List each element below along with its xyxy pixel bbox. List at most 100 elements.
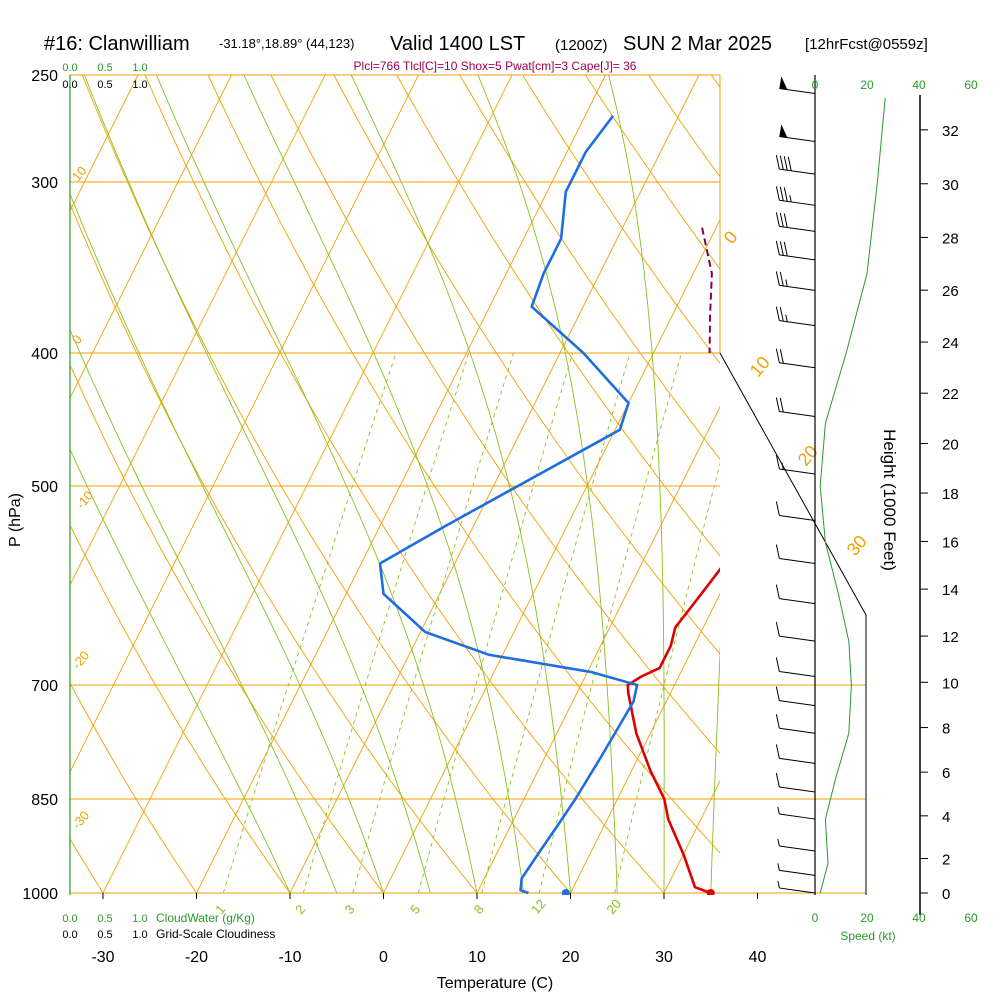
wind-barb bbox=[775, 744, 816, 764]
height-tick-label: 10 bbox=[942, 675, 959, 692]
mixing-ratio-line bbox=[352, 352, 514, 894]
wind-barb-flag bbox=[775, 306, 780, 321]
wind-barb bbox=[775, 212, 816, 232]
wind-barb-flag bbox=[775, 544, 780, 559]
wind-barb bbox=[777, 838, 816, 852]
wind-barb-flag bbox=[779, 271, 784, 287]
moist-adiabat-line bbox=[70, 192, 384, 894]
height-tick-label: 4 bbox=[942, 809, 950, 826]
temperature-tick-label: 40 bbox=[749, 949, 767, 966]
dewpoint-surface-point bbox=[561, 889, 570, 895]
wind-barb-halfflag bbox=[777, 838, 780, 847]
isotherm-line bbox=[70, 75, 139, 213]
wind-barb-flag bbox=[775, 348, 780, 363]
cloudwater-tick-top: 0.0 bbox=[62, 62, 77, 74]
wind-barb-staff bbox=[779, 670, 816, 677]
cloudwater-tick-top: 1.0 bbox=[132, 62, 147, 74]
dry-adiabat-line bbox=[81, 75, 571, 894]
title-station: #16: Clanwilliam bbox=[44, 33, 190, 55]
dry-adiabat-label: 0 bbox=[720, 227, 742, 248]
mixing-ratio-line bbox=[614, 462, 720, 894]
wind-barb-flag bbox=[775, 686, 780, 701]
cloudiness-tick-bottom: 0.0 bbox=[62, 929, 77, 941]
height-tick-label: 8 bbox=[942, 721, 950, 738]
isotherm-line bbox=[383, 218, 720, 894]
wind-barb bbox=[775, 544, 816, 564]
pressure-tick-label: 850 bbox=[31, 792, 58, 809]
height-tick-label: 28 bbox=[942, 230, 959, 247]
mixing-ratio-label: 5 bbox=[407, 902, 423, 917]
isotherm-line bbox=[196, 75, 606, 894]
wind-barb-halfflag bbox=[785, 314, 788, 322]
temperature-tick-label: 10 bbox=[468, 949, 486, 966]
dry-adiabat-label: 30 bbox=[843, 531, 871, 559]
wind-barb-staff bbox=[779, 757, 816, 764]
mixing-ratio-label: 12 bbox=[528, 896, 549, 917]
height-tick-label: 12 bbox=[942, 629, 959, 646]
parcel-line bbox=[701, 227, 713, 354]
dry-adiabat-line bbox=[70, 363, 384, 894]
height-tick-label: 26 bbox=[942, 283, 959, 300]
wind-barb bbox=[779, 124, 816, 143]
moist-adiabat-line bbox=[70, 328, 338, 894]
pressure-tick-label: 250 bbox=[31, 68, 58, 85]
height-tick-label: 16 bbox=[942, 534, 959, 551]
wind-barb-staff bbox=[779, 199, 816, 206]
wind-barb-staff bbox=[779, 635, 816, 642]
moist-adiabat-line bbox=[243, 75, 525, 894]
wind-barb-pennant bbox=[779, 124, 788, 138]
height-tick-label: 18 bbox=[942, 486, 959, 503]
speed-tick-top: 20 bbox=[860, 78, 874, 92]
height-tick-label: 30 bbox=[942, 177, 959, 194]
cloudwater-tick-top: 0.5 bbox=[97, 62, 112, 74]
dry-adiabat-label: -20 bbox=[69, 648, 93, 672]
wind-barb-staff bbox=[779, 845, 816, 852]
wind-barb-staff bbox=[779, 598, 816, 605]
dry-adiabat-label: 0 bbox=[69, 332, 85, 347]
mixing-ratio-label: 3 bbox=[342, 902, 358, 917]
wind-barb-staff bbox=[779, 700, 816, 707]
wind-barb-flag bbox=[775, 212, 780, 227]
cloudwater-tick-bottom: 1.0 bbox=[132, 913, 147, 925]
temperature-line bbox=[626, 567, 720, 895]
dry-adiabat-line bbox=[459, 75, 720, 460]
pressure-tick-label: 500 bbox=[31, 479, 58, 496]
wind-barb bbox=[777, 863, 816, 876]
wind-barb bbox=[775, 271, 816, 291]
dry-adiabat-line bbox=[207, 75, 720, 854]
wind-barb bbox=[775, 714, 816, 734]
wind-barb-staff bbox=[779, 786, 816, 793]
dry-adiabat-line bbox=[963, 75, 1000, 893]
height-tick-label: 24 bbox=[942, 335, 959, 352]
cloudwater-label: CloudWater (g/Kg) bbox=[156, 911, 255, 925]
moist-adiabat-line bbox=[83, 75, 431, 894]
temperature-tick-label: 0 bbox=[379, 949, 388, 966]
speed-axis-label: Speed (kt) bbox=[840, 929, 895, 943]
wind-barb-staff bbox=[779, 813, 816, 820]
temperature-tick-label: -30 bbox=[91, 949, 114, 966]
speed-tick-bottom: 40 bbox=[912, 911, 926, 925]
wind-barb-staff bbox=[779, 727, 816, 734]
wind-barb bbox=[775, 186, 816, 206]
cloudwater-tick-bottom: 0.0 bbox=[62, 913, 77, 925]
isotherm-line bbox=[70, 75, 326, 587]
dry-adiabat-label: 10 bbox=[746, 352, 774, 380]
isotherm-line bbox=[289, 75, 700, 894]
speed-tick-bottom: 20 bbox=[860, 911, 874, 925]
speed-tick-bottom: 60 bbox=[964, 911, 978, 925]
wind-barb-halfflag bbox=[777, 880, 780, 889]
isotherm-line bbox=[70, 75, 419, 774]
pressure-tick-label: 700 bbox=[31, 678, 58, 695]
pressure-tick-label: 300 bbox=[31, 175, 58, 192]
wind-barb-staff bbox=[779, 468, 816, 475]
title-date: SUN 2 Mar 2025 bbox=[623, 33, 772, 55]
wind-barb bbox=[775, 397, 816, 418]
height-tick-label: 20 bbox=[942, 437, 959, 454]
pressure-tick-label: 1000 bbox=[22, 886, 58, 903]
moist-adiabat-line bbox=[350, 75, 571, 894]
mixing-ratio-line bbox=[481, 352, 631, 894]
wind-barb-flag bbox=[775, 772, 780, 788]
temperature-tick-label: -20 bbox=[185, 949, 208, 966]
height-axis-label: Height (1000 Feet) bbox=[880, 429, 899, 571]
cloudwater-tick-bottom: 0.5 bbox=[97, 913, 112, 925]
